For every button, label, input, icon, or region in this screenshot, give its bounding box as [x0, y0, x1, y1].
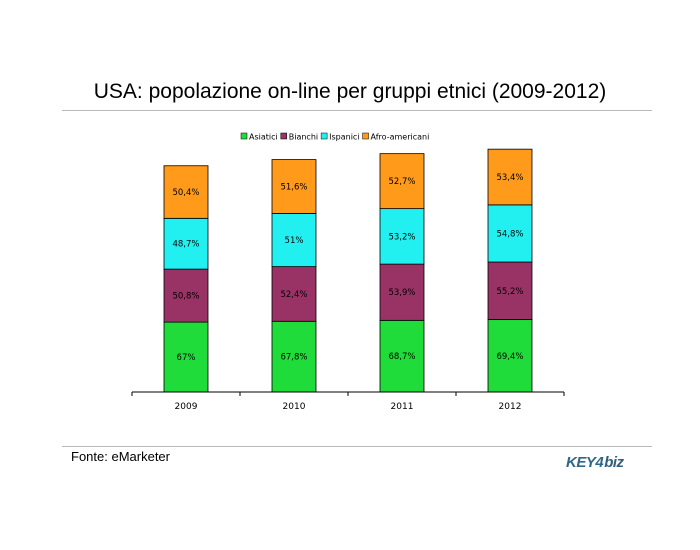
data-label-asiatici-2012: 69,4%: [496, 352, 523, 362]
bar-segment-afro-americani-2011: [379, 153, 425, 210]
data-label-afro-americani-2010: 51,6%: [280, 183, 307, 193]
x-axis: 2009 2010 2011 2012: [131, 391, 565, 412]
bar-segment-bianchi-2012: [487, 261, 533, 321]
bar-segment-asiatici-2012: [487, 319, 533, 393]
bar-segment-asiatici-2009: [163, 321, 209, 393]
data-label-bianchi-2010: 52,4%: [280, 290, 307, 300]
x-tick-label-2012: 2012: [499, 402, 522, 412]
data-label-ispanici-2011: 53,2%: [388, 232, 415, 242]
data-label-bianchi-2009: 50,8%: [172, 292, 199, 302]
bar-segment-ispanici-2011: [379, 208, 425, 265]
data-label-afro-americani-2009: 50,4%: [172, 188, 199, 198]
data-label-bianchi-2011: 53,9%: [388, 288, 415, 298]
x-tick-label-2010: 2010: [283, 402, 306, 412]
x-tick-label-2009: 2009: [175, 402, 198, 412]
x-tick-label-2011: 2011: [391, 402, 414, 412]
legend-swatch-afro-americani: [362, 132, 369, 140]
bar-segment-ispanici-2009: [163, 217, 209, 270]
bars: 67% 50,8% 48,7% 50,4% 67,8% 52,4% 51% 51,6% 68,7…: [163, 148, 533, 393]
data-label-bianchi-2012: 55,2%: [496, 287, 523, 297]
bar-segment-afro-americani-2010: [271, 159, 317, 214]
data-label-afro-americani-2011: 52,7%: [388, 177, 415, 187]
legend-label-ispanici: Ispanici: [329, 133, 359, 142]
legend-swatch-bianchi: [280, 132, 287, 140]
source-note: Fonte: eMarketer: [71, 449, 170, 464]
bar-segment-afro-americani-2012: [487, 148, 533, 206]
data-label-ispanici-2009: 48,7%: [172, 240, 199, 250]
data-label-asiatici-2011: 68,7%: [388, 352, 415, 362]
data-label-asiatici-2009: 67%: [177, 353, 196, 363]
logo-text-four: 4: [595, 454, 604, 471]
key4biz-logo: KEY4biz: [566, 454, 624, 471]
data-label-afro-americani-2012: 53,4%: [496, 173, 523, 183]
logo-text-biz: biz: [604, 454, 624, 471]
legend-swatch-asiatici: [240, 132, 248, 140]
bar-segment-afro-americani-2009: [163, 165, 209, 219]
legend: Asiatici Bianchi Ispanici Afro-americani: [240, 132, 430, 142]
stacked-bar-chart: Asiatici Bianchi Ispanici Afro-americani 67…: [131, 132, 565, 412]
bar-segment-asiatici-2010: [271, 320, 317, 393]
legend-label-bianchi: Bianchi: [289, 133, 318, 142]
footer-divider: [62, 446, 652, 447]
bar-segment-ispanici-2010: [271, 213, 317, 268]
legend-label-asiatici: Asiatici: [249, 133, 278, 142]
title-divider: [62, 110, 652, 111]
data-label-asiatici-2010: 67,8%: [280, 353, 307, 363]
data-label-ispanici-2010: 51%: [285, 236, 304, 246]
bar-segment-bianchi-2010: [271, 266, 317, 322]
logo-text-key: KEY: [566, 454, 596, 471]
chart-title: USA: popolazione on-line per gruppi etni…: [93, 80, 607, 103]
bar-segment-ispanici-2012: [487, 204, 533, 263]
legend-swatch-ispanici: [320, 132, 328, 140]
legend-label-afro-americani: Afro-americani: [371, 133, 430, 142]
data-label-ispanici-2012: 54,8%: [496, 229, 523, 239]
